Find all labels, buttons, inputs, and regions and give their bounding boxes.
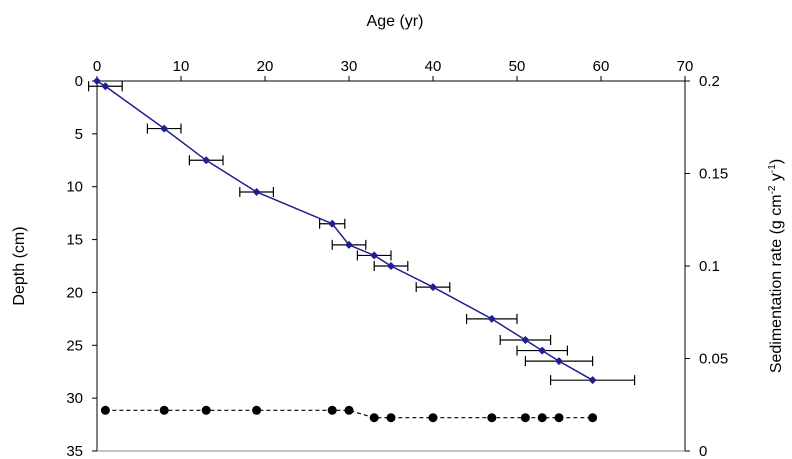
age-depth-line: [96, 80, 593, 381]
sedimentation-rate-point: [327, 405, 337, 415]
top-tick-label: 70: [677, 58, 694, 75]
top-tick-label: 50: [509, 58, 526, 75]
age-depth-point: [538, 346, 547, 355]
chart-marks: [87, 77, 636, 423]
left-axis-title: Depth (cm): [11, 226, 28, 305]
top-tick-label: 30: [341, 58, 358, 75]
sedimentation-rate-point: [100, 405, 110, 415]
sedimentation-rate-point: [428, 413, 438, 423]
top-axis-title: Age (yr): [367, 13, 424, 30]
age-depth-point: [345, 240, 353, 249]
left-tick-label: 20: [66, 284, 83, 301]
sedimentation-rate-point: [344, 405, 354, 415]
age-depth-point: [101, 82, 110, 91]
sedimentation-rate-point: [159, 405, 169, 415]
sedimentation-rate-point: [487, 413, 497, 423]
left-tick-label: 15: [66, 232, 83, 249]
left-tick-label: 0: [75, 73, 83, 90]
top-tick-label: 10: [173, 58, 190, 75]
top-tick-label: 60: [593, 58, 610, 75]
right-tick-label: 0.05: [699, 351, 728, 368]
sedimentation-rate-point: [386, 413, 396, 423]
right-tick-label: 0.2: [699, 73, 720, 90]
age-depth-point: [429, 283, 437, 292]
age-depth-point: [160, 124, 169, 133]
sedimentation-rate-point: [520, 413, 530, 423]
age-depth-point: [588, 376, 597, 385]
sedimentation-rate-point: [588, 413, 598, 423]
age-depth-point: [93, 77, 101, 85]
age-depth-point: [555, 357, 563, 366]
left-tick-label: 10: [66, 179, 83, 196]
right-tick-label: 0.15: [699, 166, 728, 183]
top-tick-label: 40: [425, 58, 442, 75]
right-axis-title: Sedimentation rate (g cm-2 y-1): [767, 159, 785, 373]
sedimentation-rate-point: [252, 405, 262, 415]
top-tick-label: 0: [93, 58, 101, 75]
age-depth-point: [521, 336, 530, 344]
left-tick-label: 5: [75, 126, 83, 143]
right-tick-label: 0.1: [699, 258, 720, 275]
age-depth-point: [370, 251, 379, 260]
sedimentation-rate-point: [369, 413, 379, 423]
tick-labels: 0 10 20 30 40 50 60 70 0 5 10 15 20 25 30 35 0 0.05 0.1 0.1…: [66, 58, 728, 459]
age-depth-point: [487, 314, 496, 323]
left-tick-label: 30: [66, 390, 83, 407]
sedimentation-rate-point: [554, 413, 564, 423]
sedimentation-rate-point: [201, 405, 211, 415]
age-depth-point: [202, 156, 211, 165]
age-depth-point: [387, 262, 395, 270]
age-depth-point: [252, 188, 261, 196]
left-tick-label: 35: [66, 443, 83, 459]
age-depth-point: [328, 219, 337, 228]
top-tick-label: 20: [257, 58, 274, 75]
left-tick-label: 25: [66, 337, 83, 354]
right-tick-label: 0: [699, 443, 707, 459]
sedimentation-rate-point: [537, 413, 547, 423]
